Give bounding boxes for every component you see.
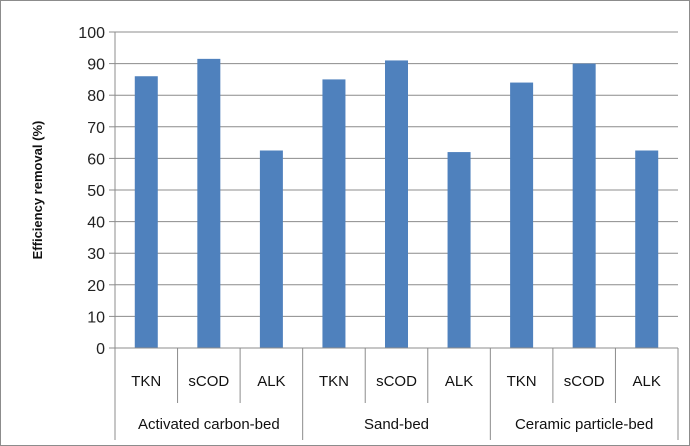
bar — [572, 63, 596, 348]
bar — [134, 76, 158, 349]
bar — [447, 152, 471, 348]
bar — [510, 82, 534, 348]
y-tick-label: 50 — [87, 183, 105, 200]
y-tick-label: 40 — [87, 215, 105, 232]
x-category-label: TKN — [131, 373, 161, 390]
bar — [635, 150, 659, 348]
y-tick-label: 0 — [96, 341, 105, 358]
y-tick-label: 60 — [87, 151, 105, 168]
x-category-label: ALK — [445, 373, 473, 390]
bar — [385, 60, 408, 348]
x-category-label: ALK — [257, 373, 285, 390]
x-category-label: sCOD — [188, 373, 229, 390]
x-group-label: Ceramic particle-bed — [515, 416, 653, 433]
y-axis-title: Efficiency removal (%) — [30, 121, 45, 260]
bar — [259, 150, 283, 348]
y-tick-label: 80 — [87, 88, 105, 105]
bar — [322, 79, 346, 349]
x-category-label: ALK — [633, 373, 661, 390]
y-tick-label: 30 — [87, 246, 105, 263]
bar — [197, 58, 221, 349]
y-tick-label: 70 — [87, 120, 105, 137]
x-category-label: sCOD — [564, 373, 605, 390]
x-category-label: sCOD — [376, 373, 417, 390]
y-tick-label: 100 — [78, 25, 105, 42]
y-tick-label: 20 — [87, 278, 105, 295]
x-category-label: TKN — [507, 373, 537, 390]
x-group-label: Activated carbon-bed — [138, 416, 280, 433]
y-tick-label: 10 — [87, 309, 105, 326]
x-category-label: TKN — [319, 373, 349, 390]
y-tick-label: 90 — [87, 57, 105, 74]
x-group-label: Sand-bed — [364, 416, 429, 433]
